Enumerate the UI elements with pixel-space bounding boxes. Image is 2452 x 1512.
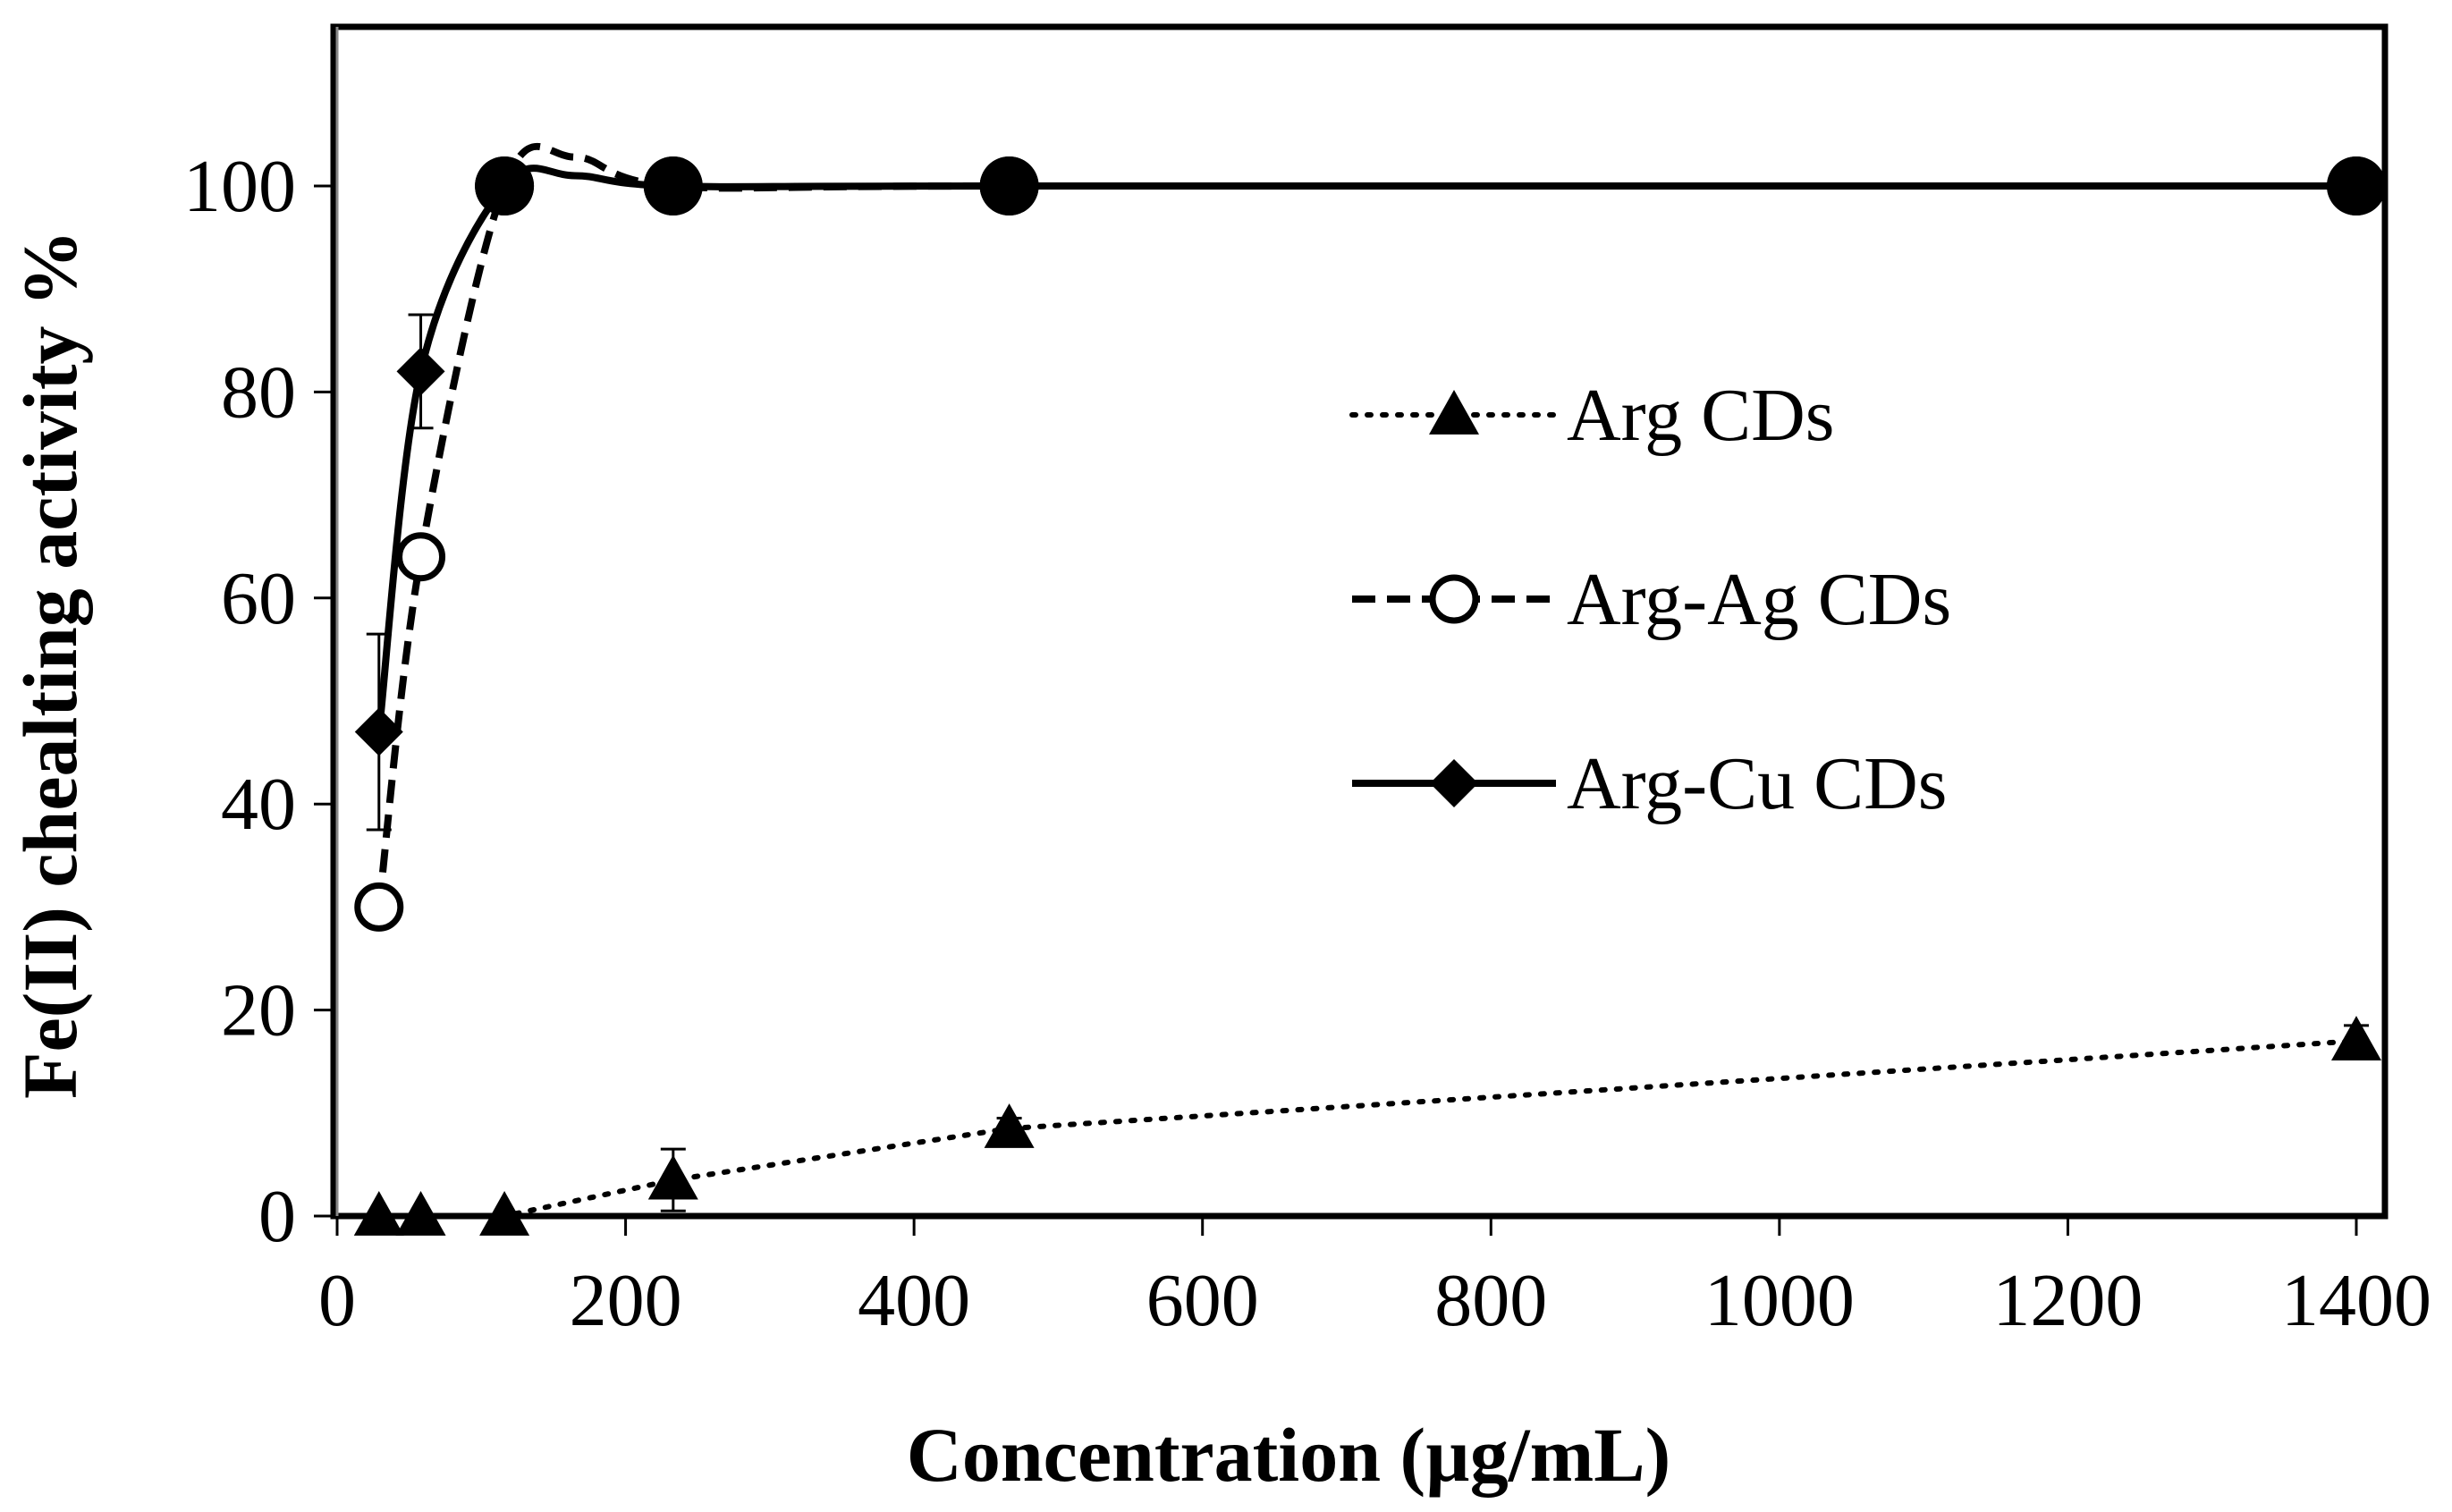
series-3-point-4 <box>643 156 703 215</box>
legend-label-1: Arg CDs <box>1567 374 1835 457</box>
y-tick-label-40: 40 <box>221 763 296 846</box>
plot-frame <box>330 23 2389 1220</box>
legend-marker-1 <box>1429 390 1479 435</box>
series-1-point-6 <box>2331 1016 2381 1060</box>
x-tick-label-400: 400 <box>858 1259 970 1342</box>
y-tick-label-80: 80 <box>221 351 296 434</box>
x-tick-label-800: 800 <box>1434 1259 1547 1342</box>
series-1-point-6-shape <box>2331 1016 2381 1060</box>
x-tick-label-0: 0 <box>318 1259 356 1342</box>
legend-marker-3-shape <box>1430 759 1478 807</box>
legend-marker-1-shape <box>1429 390 1479 435</box>
series-2-point-1-shape <box>354 882 404 932</box>
legend-marker-2 <box>1429 574 1479 624</box>
legend-label-3: Arg-Cu CDs <box>1567 742 1948 825</box>
legend-marker-3 <box>1430 759 1478 807</box>
y-tick-label-20: 20 <box>221 969 296 1052</box>
series-3-point-5-disc <box>979 156 1039 215</box>
x-axis-title: Concentration (µg/mL) <box>907 1412 1671 1498</box>
series-3-point-3-disc <box>475 156 535 215</box>
series-3-point-5 <box>979 156 1039 215</box>
series-3-point-3 <box>475 156 535 215</box>
y-tick-label-60: 60 <box>221 557 296 640</box>
series-2-point-2 <box>396 532 446 582</box>
series-3-point-6 <box>2327 156 2386 215</box>
series-3-point-2 <box>396 347 445 396</box>
series-3-point-1-shape <box>354 707 403 756</box>
series-1-point-4-shape <box>647 1154 698 1200</box>
legend-label-2: Arg-Ag CDs <box>1567 558 1951 641</box>
y-axis-title: Fe(II) chealting activity % <box>7 230 93 1099</box>
series-3-point-2-shape <box>396 347 445 396</box>
series-2-point-1 <box>354 882 404 932</box>
legend: Arg CDs Arg-Ag CDs Arg-Cu CDs <box>1349 374 1951 825</box>
series-3-point-1 <box>354 707 403 756</box>
x-tick-label-600: 600 <box>1146 1259 1259 1342</box>
series-3-point-6-disc <box>2327 156 2386 215</box>
series-1-point-5-shape <box>984 1103 1035 1148</box>
y-tick-label-0: 0 <box>258 1175 296 1258</box>
x-tick-label-1000: 1000 <box>1704 1259 1855 1342</box>
x-tick-label-1200: 1200 <box>1992 1259 2143 1342</box>
series-2-point-2-shape <box>396 532 446 582</box>
series-3-point-4-disc <box>643 156 703 215</box>
y-tick-label-100: 100 <box>183 145 296 228</box>
series-1-point-5 <box>984 1103 1035 1148</box>
x-tick-label-1400: 1400 <box>2281 1259 2431 1342</box>
x-tick-label-200: 200 <box>570 1259 682 1342</box>
series-1-point-4 <box>647 1154 698 1200</box>
legend-marker-2-shape <box>1429 574 1479 624</box>
